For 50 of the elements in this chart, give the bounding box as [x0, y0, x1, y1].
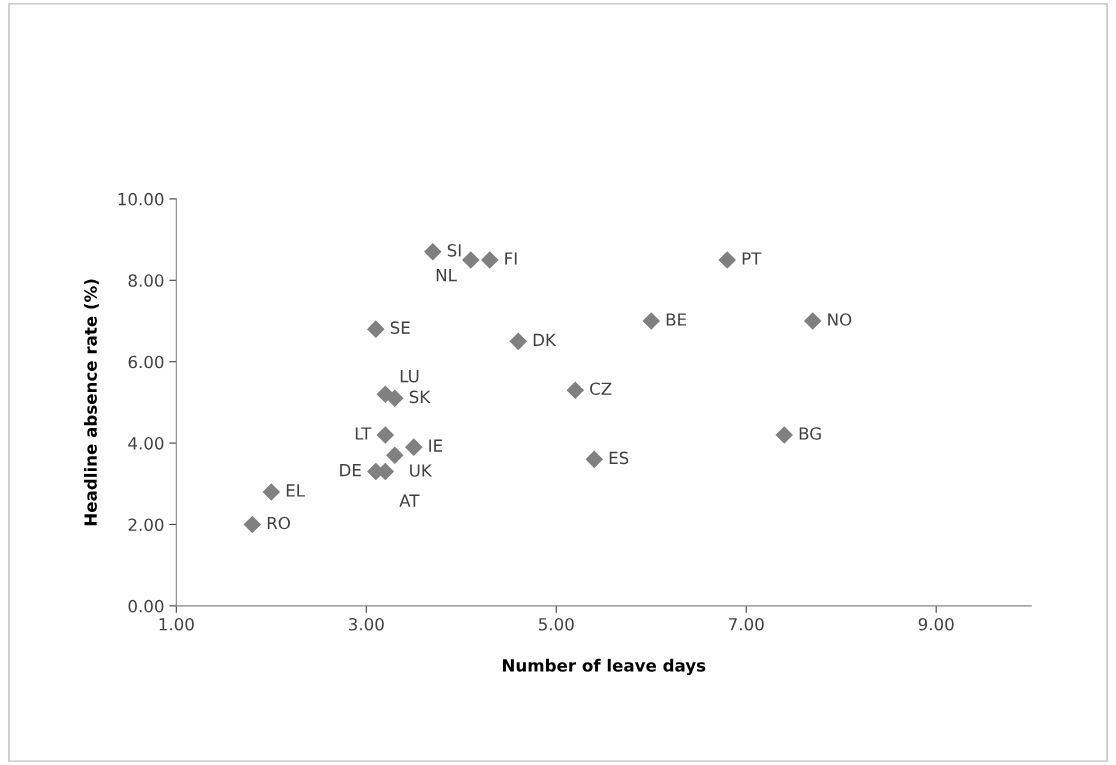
point [775, 426, 794, 444]
y-axis-title: Headline absence rate (%) [84, 279, 99, 526]
annotation: UK [410, 464, 433, 477]
annotation: IE [429, 439, 443, 452]
annotation: SE [390, 321, 410, 334]
x-tick-label: 5.00 [539, 617, 574, 631]
point [424, 243, 442, 261]
annotation: ES [609, 451, 629, 465]
x-tick-label: 1.00 [159, 617, 194, 631]
y-tick-label: 6.00 [128, 355, 164, 369]
point [386, 389, 404, 408]
point [386, 446, 404, 465]
annotation: AT [399, 494, 420, 507]
point [405, 438, 423, 456]
annotation: DK [533, 333, 557, 346]
point [262, 483, 281, 501]
x-tick-label: 3.00 [349, 617, 384, 631]
annotation: SI [447, 244, 461, 257]
x-tick-label: 7.00 [729, 617, 764, 631]
point [566, 381, 585, 399]
annotation: BG [799, 427, 821, 440]
point [461, 251, 480, 269]
annotation: CZ [590, 382, 612, 396]
point [367, 320, 385, 338]
y-tick-label: 8.00 [128, 274, 164, 287]
y-tick-label: 2.00 [128, 518, 164, 532]
annotation: PT [742, 252, 762, 265]
point [509, 332, 528, 351]
annotation: NO [828, 313, 852, 326]
point [480, 251, 499, 269]
annotation: FI [505, 252, 517, 265]
point [642, 312, 661, 330]
x-tick-label: 9.00 [918, 617, 954, 631]
annotation: BE [666, 313, 687, 326]
annotation: RO [267, 516, 290, 530]
annotation: LU [400, 370, 419, 383]
annotation: EL [286, 484, 305, 497]
y-tick-label: 10.00 [118, 192, 164, 206]
point [585, 450, 604, 469]
annotation: NL [436, 269, 457, 282]
point [803, 312, 822, 330]
point [718, 251, 737, 269]
y-tick-label: 4.00 [128, 437, 164, 450]
point [243, 515, 262, 534]
x-axis-title: Number of leave days [502, 658, 706, 676]
point [376, 426, 395, 444]
annotation: LT [355, 427, 372, 440]
y-tick-label: 0.00 [128, 599, 164, 613]
annotation: SK [409, 390, 431, 404]
annotation: DE [340, 464, 361, 477]
